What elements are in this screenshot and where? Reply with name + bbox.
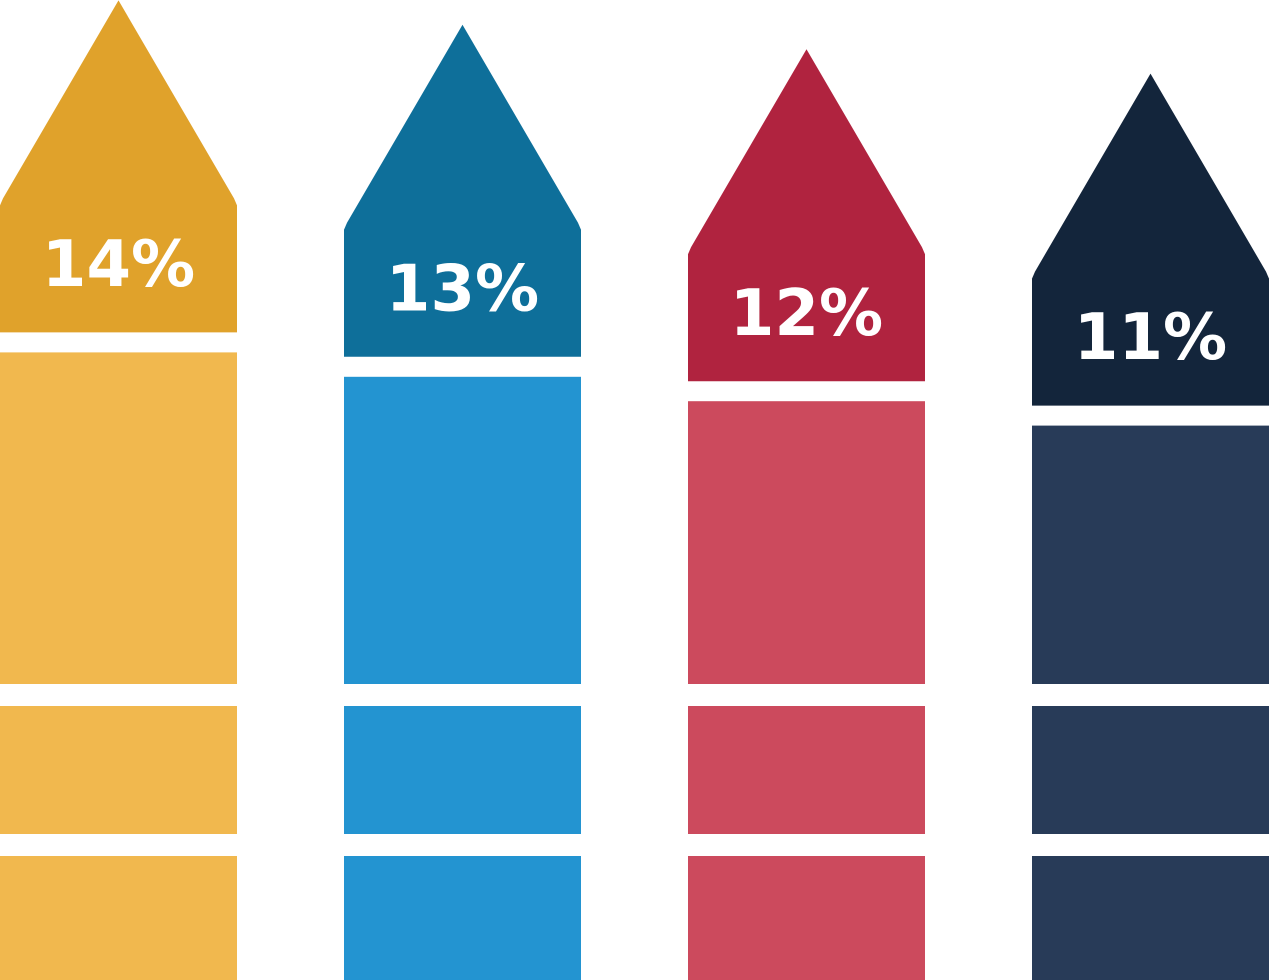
bar-segment <box>344 706 581 834</box>
bar-segment <box>0 856 237 980</box>
bar-body <box>1032 425 1269 684</box>
bar-segment <box>688 856 925 980</box>
bar-body <box>688 401 925 684</box>
bar-segment <box>344 856 581 980</box>
value-label: 13% <box>386 252 539 326</box>
arrow-head <box>1032 73 1269 406</box>
arrow-head <box>344 24 581 357</box>
bar-segment <box>1032 706 1269 834</box>
bar-body <box>0 352 237 684</box>
value-label: 11% <box>1074 301 1227 375</box>
bar-segment <box>1032 856 1269 980</box>
value-label: 14% <box>42 228 195 302</box>
value-label: 12% <box>730 277 883 351</box>
bar-segment <box>688 706 925 834</box>
bar-body <box>344 376 581 684</box>
arrow-head <box>688 49 925 382</box>
bar-segment <box>0 706 237 834</box>
arrow-head <box>0 0 237 333</box>
